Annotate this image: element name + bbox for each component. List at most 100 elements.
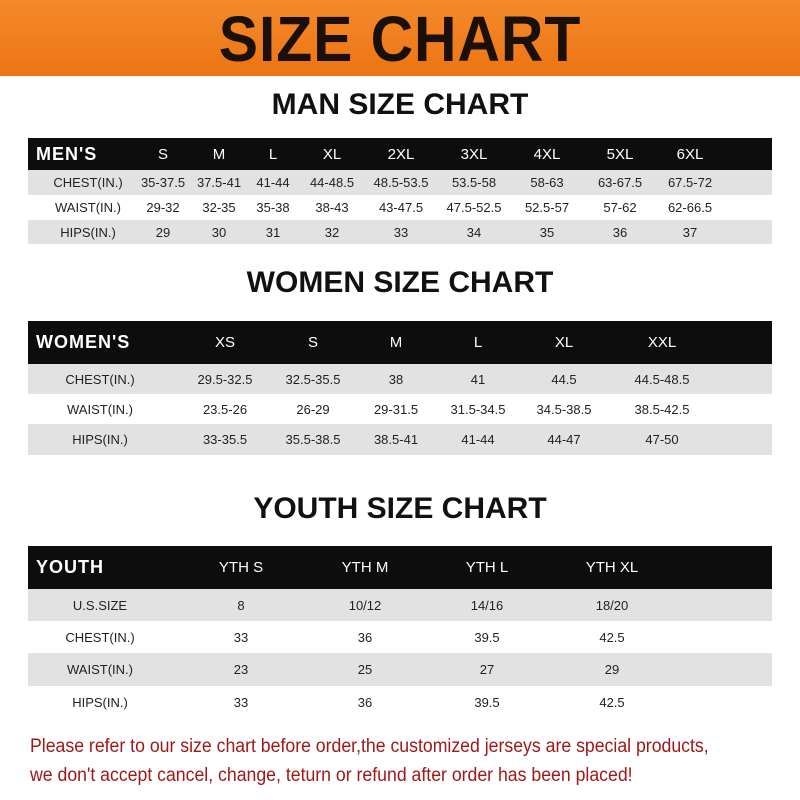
- table-row: WAIST(IN.) 23 25 27 29: [28, 653, 772, 686]
- size-header: L: [473, 334, 483, 351]
- table-cell: 33: [393, 224, 409, 240]
- table-row: CHEST(IN.) 29.5-32.5 32.5-35.5 38 41 44.5 44.5…: [28, 364, 772, 394]
- table-cell: 33: [233, 694, 249, 710]
- table-cell: 32: [324, 224, 340, 240]
- table-cell: 53.5-58: [451, 175, 497, 190]
- table-cell: 62-66.5: [667, 200, 713, 215]
- table-cell: 36: [357, 629, 373, 645]
- table-cell: 38.5-42.5: [634, 401, 690, 417]
- size-header: XL: [322, 145, 342, 163]
- table-cell: 23.5-26: [202, 401, 248, 417]
- table-row: HIPS(IN.) 33-35.5 35.5-38.5 38.5-41 41-44 44-…: [28, 424, 772, 455]
- size-header: M: [389, 334, 403, 351]
- table-cell: 38.5-41: [373, 432, 419, 447]
- size-header: YTH M: [341, 559, 389, 576]
- size-header: XL: [554, 334, 574, 351]
- women-section-title: WOMEN SIZE CHART: [246, 266, 554, 299]
- table-header-row: YOUTH YTH S YTH M YTH L YTH XL: [28, 546, 772, 589]
- size-header: S: [307, 334, 319, 351]
- measurement-label: HIPS(IN.): [72, 694, 128, 710]
- table-cell: 23: [233, 662, 249, 677]
- table-row: U.S.SIZE 8 10/12 14/16 18/20: [28, 589, 772, 621]
- size-header: S: [157, 145, 169, 163]
- table-cell: 33: [233, 629, 249, 645]
- table-cell: 39.5: [474, 694, 500, 710]
- table-cell: 26-29: [296, 401, 330, 417]
- table-cell: 30: [211, 224, 227, 240]
- measurement-label: WAIST(IN.): [67, 401, 133, 417]
- banner: SIZE CHART: [0, 0, 800, 76]
- table-row: WAIST(IN.) 29-32 32-35 35-38 38-43 43-47.5 47.…: [28, 195, 772, 220]
- table-cell: 10/12: [348, 597, 382, 613]
- table-cell: 44-47: [547, 432, 581, 447]
- table-cell: 31.5-34.5: [450, 401, 506, 417]
- table-cell: 57-62: [603, 200, 637, 215]
- banner-title: SIZE CHART: [218, 3, 582, 75]
- measurement-label: WAIST(IN.): [55, 200, 121, 215]
- table-cell: 25: [357, 662, 373, 677]
- table-cell: 8: [237, 597, 245, 613]
- table-row: HIPS(IN.) 33 36 39.5 42.5: [28, 686, 772, 718]
- size-header: YTH L: [465, 559, 509, 576]
- table-category-label: MEN'S: [36, 143, 98, 164]
- table-cell: 41-44: [256, 175, 290, 190]
- table-row: CHEST(IN.) 33 36 39.5 42.5: [28, 621, 772, 653]
- size-header: 4XL: [533, 145, 561, 163]
- size-header: 2XL: [387, 145, 415, 163]
- table-header-row: MEN'S S M L XL 2XL 3XL 4XL 5XL 6XL: [28, 138, 772, 170]
- table-header-row: WOMEN'S XS S M L XL XXL: [28, 321, 772, 364]
- size-header: YTH S: [218, 559, 264, 576]
- table-cell: 27: [479, 662, 495, 677]
- table-cell: 67.5-72: [667, 175, 713, 190]
- measurement-label: HIPS(IN.): [60, 224, 116, 240]
- table-cell: 37.5-41: [196, 175, 242, 190]
- table-cell: 39.5: [474, 629, 500, 645]
- size-header: 6XL: [676, 145, 704, 163]
- table-cell: 52.5-57: [524, 200, 570, 215]
- table-cell: 34.5-38.5: [536, 401, 592, 417]
- table-row: HIPS(IN.) 29 30 31 32 33 34 35 36 37: [28, 220, 772, 244]
- table-cell: 36: [612, 224, 628, 240]
- table-cell: 38: [388, 371, 404, 387]
- table-cell: 41: [470, 371, 486, 387]
- table-cell: 38-43: [315, 200, 349, 215]
- measurement-label: CHEST(IN.): [53, 175, 123, 190]
- table-cell: 63-67.5: [597, 175, 643, 190]
- measurement-label: CHEST(IN.): [65, 371, 135, 387]
- size-header: 5XL: [606, 145, 634, 163]
- table-cell: 29: [604, 662, 620, 677]
- table-cell: 44-48.5: [309, 175, 355, 190]
- notice-line-1: Please refer to our size chart before or…: [30, 736, 709, 757]
- size-header: M: [212, 145, 226, 163]
- table-cell: 37: [682, 224, 698, 240]
- table-cell: 35: [539, 224, 555, 240]
- table-cell: 35-37.5: [140, 175, 186, 190]
- notice-line-2: we don't accept cancel, change, teturn o…: [30, 765, 633, 786]
- measurement-label: CHEST(IN.): [65, 629, 135, 645]
- size-header: L: [268, 145, 278, 163]
- table-cell: 14/16: [470, 597, 504, 613]
- table-cell: 29.5-32.5: [197, 371, 253, 387]
- table-cell: 34: [466, 224, 482, 240]
- table-cell: 31: [265, 224, 281, 240]
- size-header: 3XL: [460, 145, 488, 163]
- table-row: WAIST(IN.) 23.5-26 26-29 29-31.5 31.5-34.5 34…: [28, 394, 772, 424]
- table-cell: 29-31.5: [373, 401, 419, 417]
- measurement-label: HIPS(IN.): [72, 432, 128, 447]
- size-header: XS: [214, 334, 236, 351]
- size-header: XXL: [647, 334, 677, 351]
- table-cell: 29: [155, 224, 171, 240]
- table-cell: 33-35.5: [202, 432, 248, 447]
- table-cell: 44.5-48.5: [634, 371, 690, 387]
- table-cell: 43-47.5: [378, 200, 424, 215]
- table-cell: 41-44: [461, 432, 495, 447]
- table-cell: 35.5-38.5: [285, 432, 341, 447]
- table-cell: 48.5-53.5: [373, 175, 429, 190]
- table-cell: 32.5-35.5: [285, 371, 341, 387]
- table-cell: 44.5: [551, 371, 577, 387]
- table-cell: 29-32: [146, 200, 180, 215]
- table-cell: 35-38: [256, 200, 290, 215]
- table-row: CHEST(IN.) 35-37.5 37.5-41 41-44 44-48.5 48.5…: [28, 170, 772, 195]
- table-category-label: YOUTH: [36, 557, 104, 577]
- order-notice: Please refer to our size chart before or…: [30, 732, 737, 790]
